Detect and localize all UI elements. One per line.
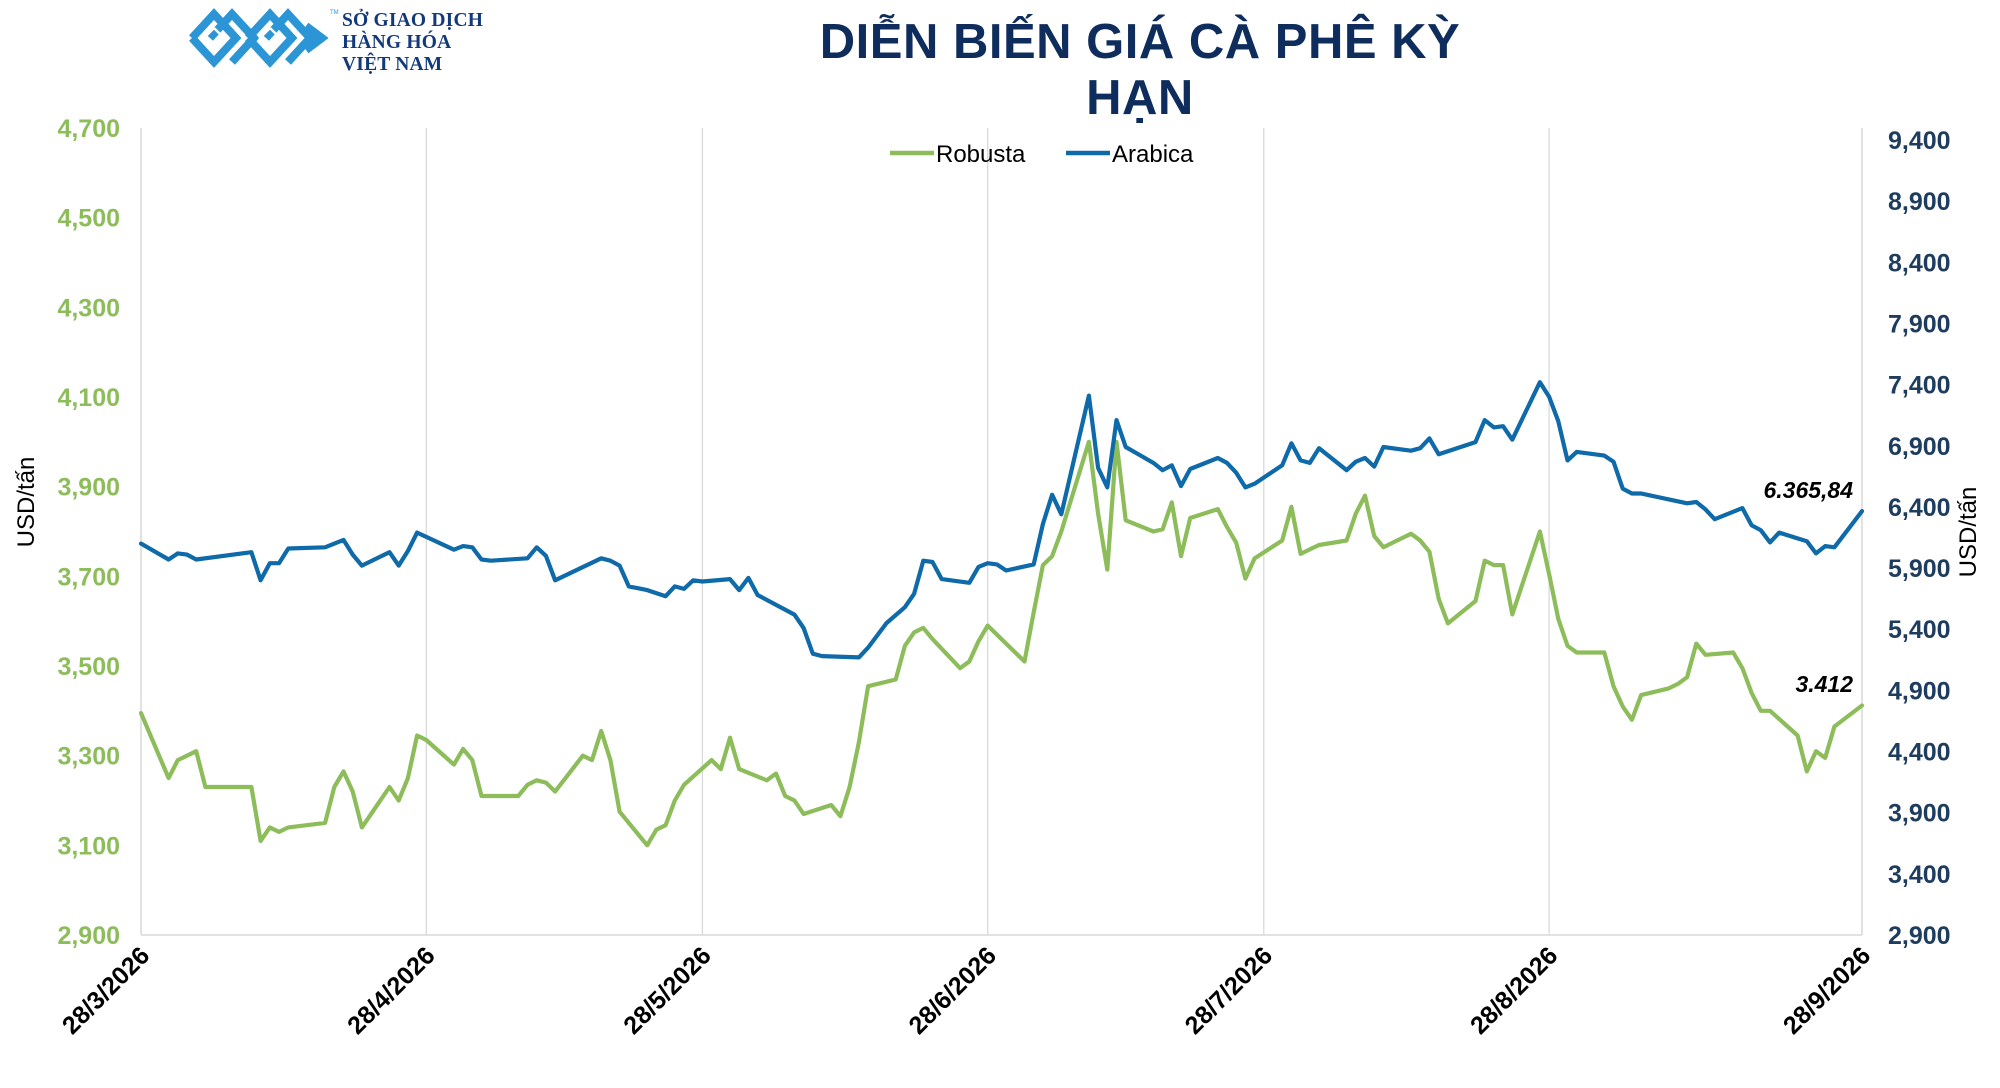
- left-tick-label: 3,700: [57, 563, 120, 591]
- x-tick-label: 28/3/2026: [57, 941, 155, 1039]
- right-tick-label: 3,400: [1888, 861, 1951, 889]
- x-tick-label: 28/4/2026: [342, 941, 440, 1039]
- right-tick-label: 7,400: [1888, 372, 1951, 400]
- right-tick-label: 2,900: [1888, 922, 1951, 950]
- left-tick-label: 2,900: [57, 922, 120, 950]
- left-tick-label: 3,100: [57, 832, 120, 860]
- right-tick-label: 6,400: [1888, 494, 1951, 522]
- series-line-robusta: [138, 439, 1865, 848]
- left-tick-label: 4,100: [57, 384, 120, 412]
- left-tick-label: 4,700: [57, 115, 120, 143]
- x-axis-ticks: 28/3/2026 28/4/2026 28/5/2026 28/6/2026 28/7…: [57, 941, 1876, 1039]
- x-tick-label: 28/8/2026: [1465, 941, 1563, 1039]
- right-tick-label: 3,900: [1888, 800, 1951, 828]
- left-tick-label: 3,500: [57, 653, 120, 681]
- left-axis-label: USD/tấn: [13, 457, 40, 548]
- legend: Robusta Arabica: [890, 141, 1194, 168]
- hnx-logo-icon: [189, 8, 328, 68]
- right-axis-ticks: 2,900 3,400 3,900 4,400 4,900 5,400 5,900 6,400…: [1888, 127, 1951, 950]
- series-lines: [138, 380, 1865, 848]
- right-tick-label: 5,400: [1888, 616, 1951, 644]
- x-tick-label: 28/6/2026: [903, 941, 1001, 1039]
- org-name-line-1: SỞ GIAO DỊCH: [342, 10, 484, 31]
- end-value-labels: 6.365,84 3.412: [1763, 477, 1853, 697]
- right-tick-label: 4,400: [1888, 739, 1951, 767]
- x-tick-label: 28/7/2026: [1180, 941, 1278, 1039]
- end-label-robusta: 3.412: [1795, 671, 1853, 697]
- left-tick-label: 3,900: [57, 474, 120, 502]
- grid-lines: [425, 128, 1550, 935]
- right-tick-label: 8,900: [1888, 188, 1951, 216]
- right-tick-label: 9,400: [1888, 127, 1951, 155]
- right-tick-label: 8,400: [1888, 249, 1951, 277]
- right-tick-label: 5,900: [1888, 555, 1951, 583]
- legend-label-arabica: Arabica: [1112, 141, 1194, 168]
- left-tick-label: 4,500: [57, 205, 120, 233]
- right-tick-label: 6,900: [1888, 433, 1951, 461]
- trademark: TM: [330, 10, 339, 16]
- org-name: SỞ GIAO DỊCH HÀNG HÓA VIỆT NAM: [342, 10, 483, 76]
- org-name-line-3: VIỆT NAM: [342, 54, 443, 75]
- axes: [140, 128, 1863, 936]
- left-axis-ticks: 2,900 3,100 3,300 3,500 3,700 3,900 4,100 4,300…: [57, 115, 120, 950]
- chart-title: DIỄN BIẾN GIÁ CÀ PHÊ KỲ HẠN: [819, 15, 1461, 125]
- legend-label-robusta: Robusta: [936, 141, 1026, 168]
- x-tick-label: 28/9/2026: [1778, 941, 1876, 1039]
- org-name-line-2: HÀNG HÓA: [342, 32, 452, 53]
- series-line-arabica: [138, 380, 1865, 660]
- right-tick-label: 4,900: [1888, 677, 1951, 705]
- right-axis-label: USD/tấn: [1955, 487, 1982, 578]
- end-label-arabica: 6.365,84: [1763, 477, 1853, 503]
- x-tick-label: 28/5/2026: [618, 941, 716, 1039]
- right-tick-label: 7,900: [1888, 310, 1951, 338]
- left-tick-label: 3,300: [57, 743, 120, 771]
- left-tick-label: 4,300: [57, 294, 120, 322]
